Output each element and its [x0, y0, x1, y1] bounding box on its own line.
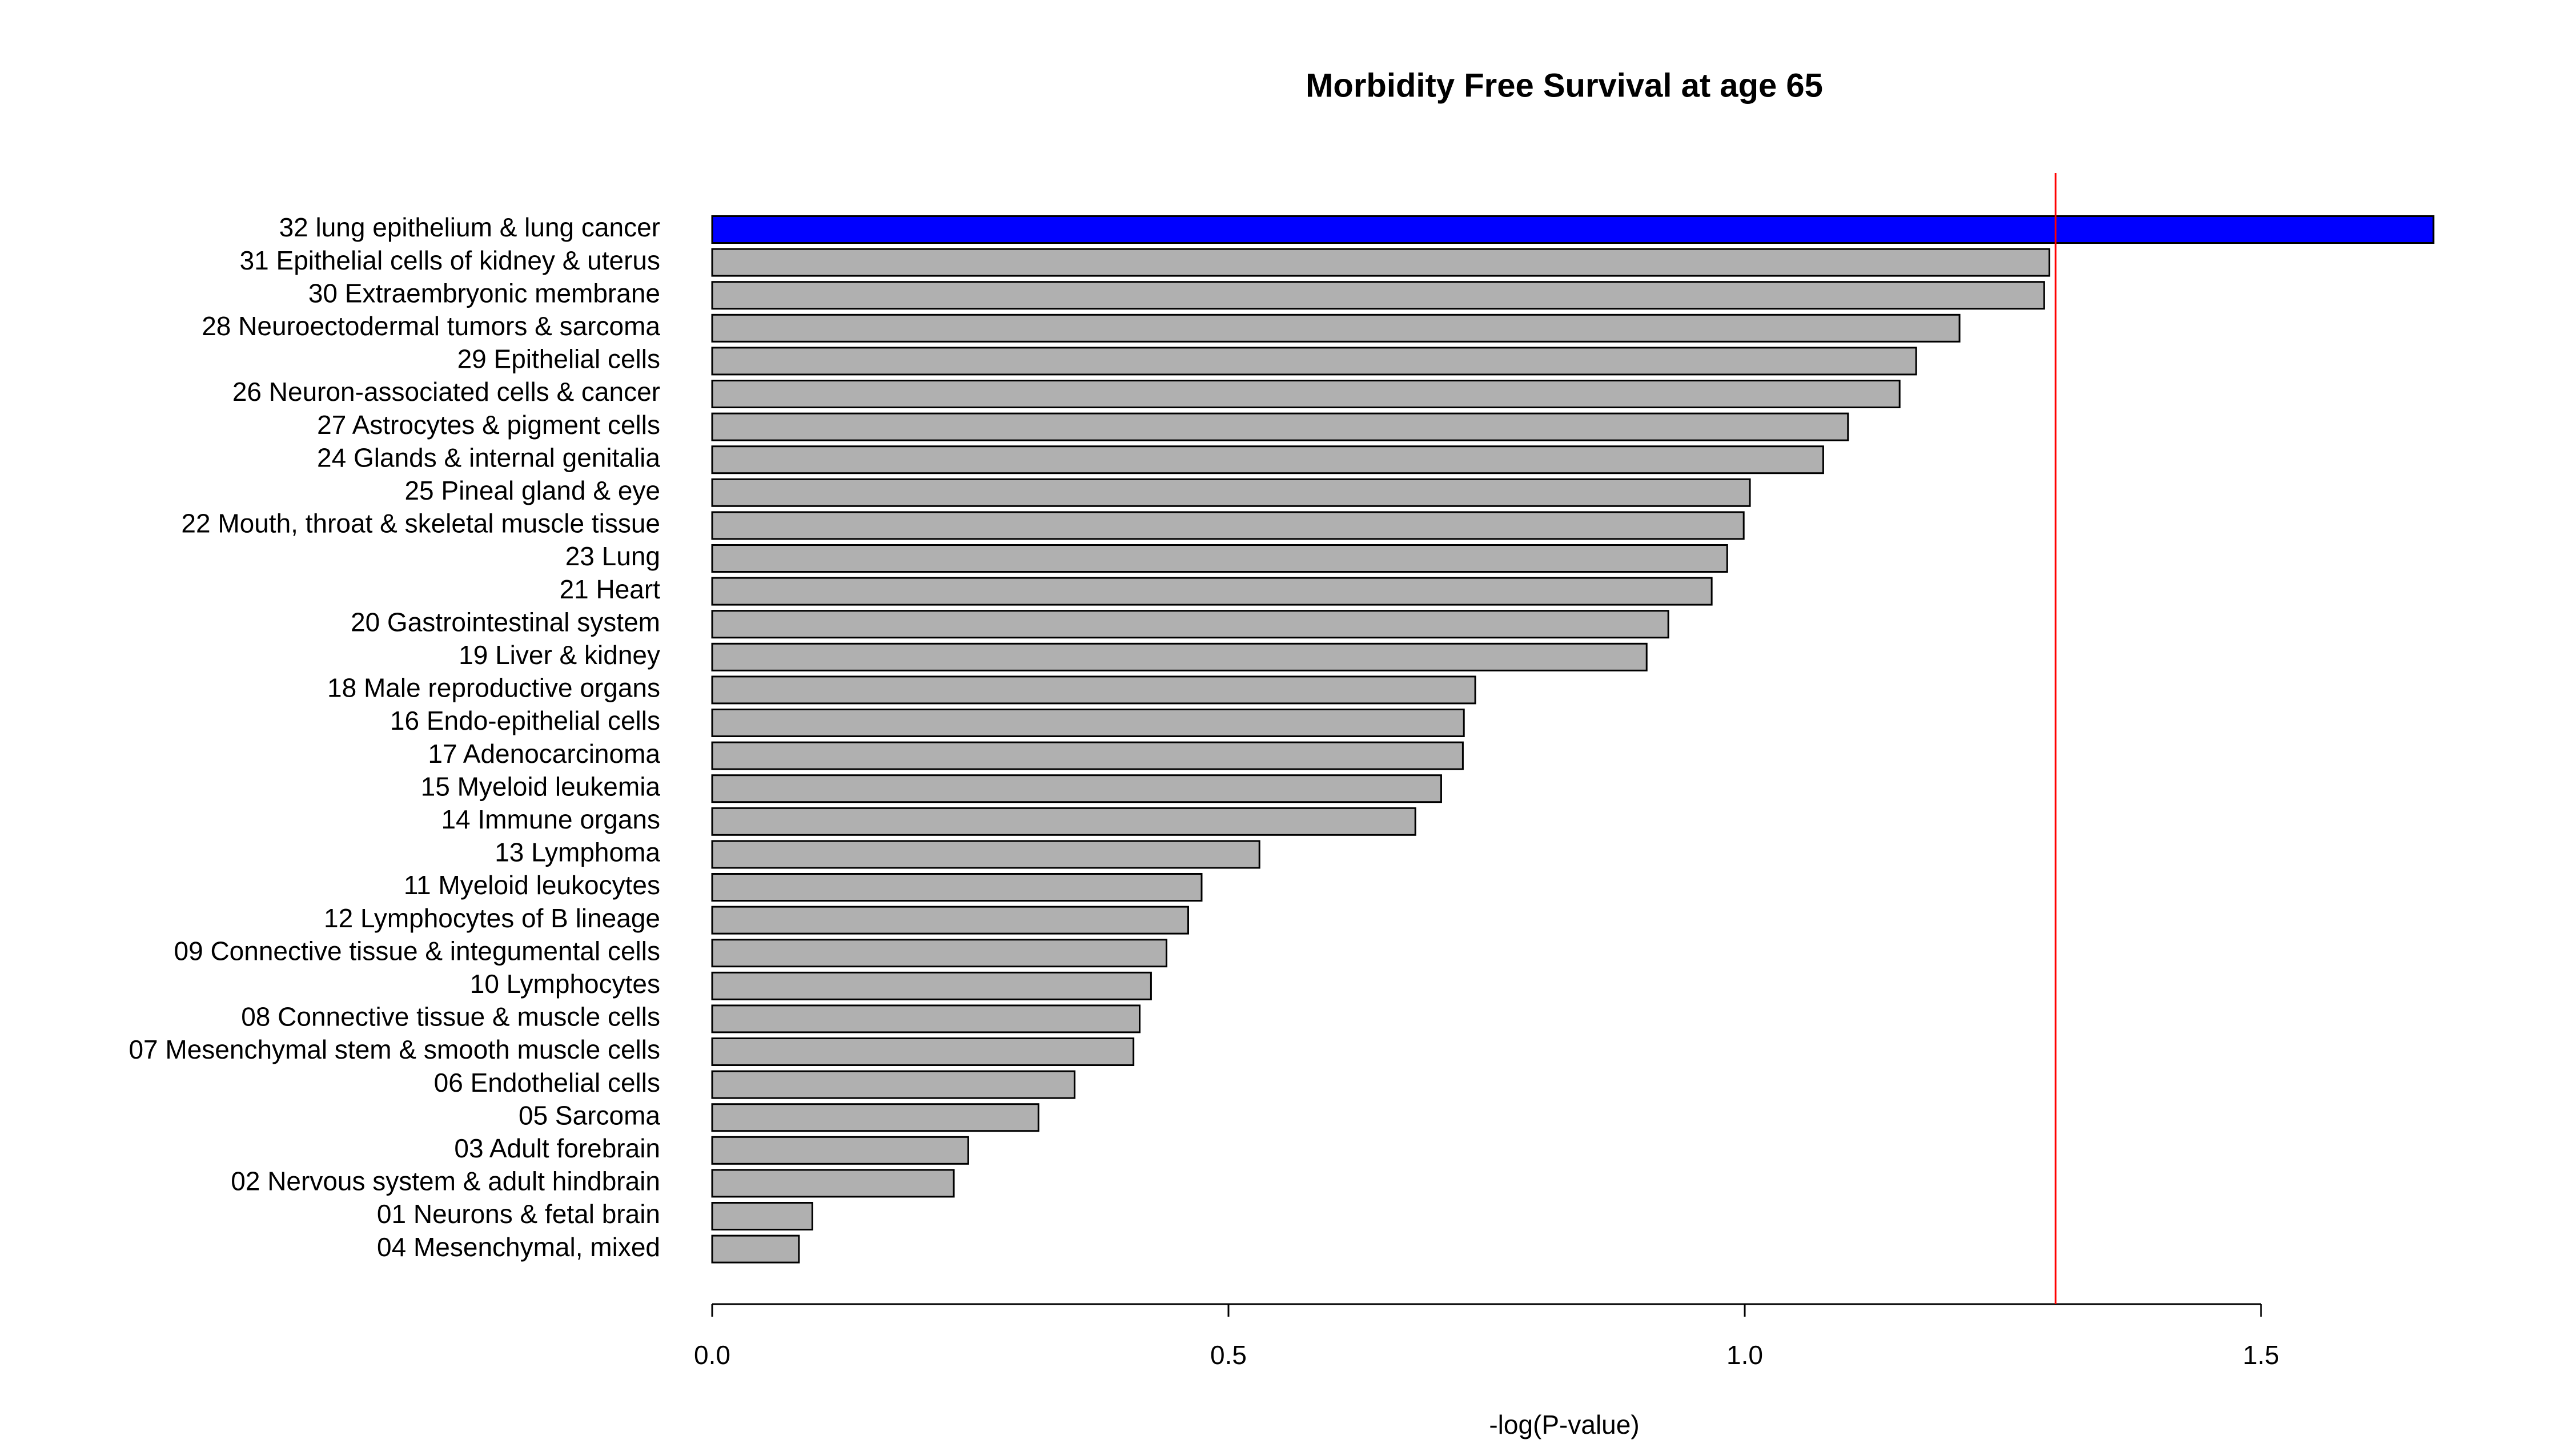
y-tick-label: 24 Glands & internal genitalia — [317, 443, 660, 472]
x-tick-label: 1.5 — [2243, 1340, 2279, 1370]
y-tick-label: 08 Connective tissue & muscle cells — [241, 1002, 660, 1032]
bar — [711, 807, 1416, 836]
y-tick-label: 10 Lymphocytes — [470, 969, 660, 999]
bar — [711, 971, 1152, 1000]
y-tick-label: 32 lung epithelium & lung cancer — [279, 212, 660, 242]
y-tick-label: 13 Lymphoma — [495, 838, 660, 867]
y-tick-label: 16 Endo-epithelial cells — [390, 706, 660, 735]
y-tick-label: 15 Myeloid leukemia — [421, 771, 661, 801]
bar — [711, 1004, 1141, 1033]
bar — [711, 709, 1465, 737]
y-tick-label: 25 Pineal gland & eye — [404, 476, 660, 505]
bar — [711, 281, 2045, 310]
y-tick-label: 02 Nervous system & adult hindbrain — [231, 1167, 660, 1196]
y-tick-label: 22 Mouth, throat & skeletal muscle tissu… — [181, 509, 660, 538]
bar — [711, 642, 1648, 671]
bar — [711, 1234, 800, 1264]
y-tick-label: 01 Neurons & fetal brain — [377, 1199, 660, 1229]
bar — [711, 939, 1168, 968]
y-tick-label: 12 Lymphocytes of B lineage — [324, 903, 660, 933]
bar — [711, 741, 1464, 770]
bar — [711, 873, 1203, 902]
y-tick-label: 11 Myeloid leukocytes — [404, 870, 660, 900]
y-tick-label: 23 Lung — [565, 541, 660, 571]
bar — [711, 313, 1961, 343]
bar — [711, 906, 1189, 935]
bar — [711, 1037, 1135, 1066]
y-tick-label: 06 Endothelial cells — [434, 1068, 660, 1097]
bar — [711, 445, 1824, 474]
y-tick-label: 28 Neuroectodermal tumors & sarcoma — [202, 311, 660, 341]
y-tick-label: 14 Immune organs — [441, 805, 660, 834]
bar — [711, 412, 1849, 441]
bar — [711, 215, 2435, 244]
bar — [711, 1136, 969, 1165]
chart-title: Morbidity Free Survival at age 65 — [1306, 67, 1823, 104]
bar — [711, 1169, 955, 1198]
bar — [711, 675, 1476, 705]
y-tick-label: 31 Epithelial cells of kidney & uterus — [240, 246, 660, 275]
y-tick-label: 27 Astrocytes & pigment cells — [317, 410, 660, 440]
y-tick-label: 17 Adenocarcinoma — [428, 739, 660, 769]
y-tick-label: 20 Gastrointestinal system — [351, 607, 660, 637]
bar — [711, 840, 1260, 869]
bar — [711, 478, 1751, 507]
bar — [711, 1202, 813, 1230]
bar — [711, 1070, 1076, 1099]
x-axis-label: -log(P-value) — [1489, 1410, 1639, 1439]
x-tick-label: 0.5 — [1210, 1340, 1247, 1370]
bar — [711, 774, 1442, 803]
x-tick-label: 0.0 — [694, 1340, 730, 1370]
y-tick-label: 30 Extraembryonic membrane — [308, 278, 660, 308]
x-tick-label: 1.0 — [1726, 1340, 1763, 1370]
y-tick-label: 29 Epithelial cells — [457, 344, 660, 374]
y-tick-label: 09 Connective tissue & integumental cell… — [174, 936, 660, 966]
bar — [711, 511, 1745, 540]
y-tick-label: 05 Sarcoma — [519, 1100, 660, 1130]
bar — [711, 577, 1713, 606]
bar — [711, 610, 1669, 639]
y-tick-label: 07 Mesenchymal stem & smooth muscle cell… — [128, 1035, 660, 1064]
bar — [711, 248, 2050, 277]
bar — [711, 544, 1728, 573]
y-tick-label: 19 Liver & kidney — [459, 640, 660, 670]
bar — [711, 1103, 1039, 1132]
bar — [711, 380, 1901, 408]
y-tick-label: 03 Adult forebrain — [454, 1133, 660, 1163]
y-tick-label: 18 Male reproductive organs — [327, 673, 660, 703]
y-tick-label: 26 Neuron-associated cells & cancer — [232, 377, 660, 407]
y-tick-label: 21 Heart — [560, 574, 661, 604]
y-tick-label: 04 Mesenchymal, mixed — [377, 1232, 660, 1262]
bar — [711, 347, 1917, 376]
